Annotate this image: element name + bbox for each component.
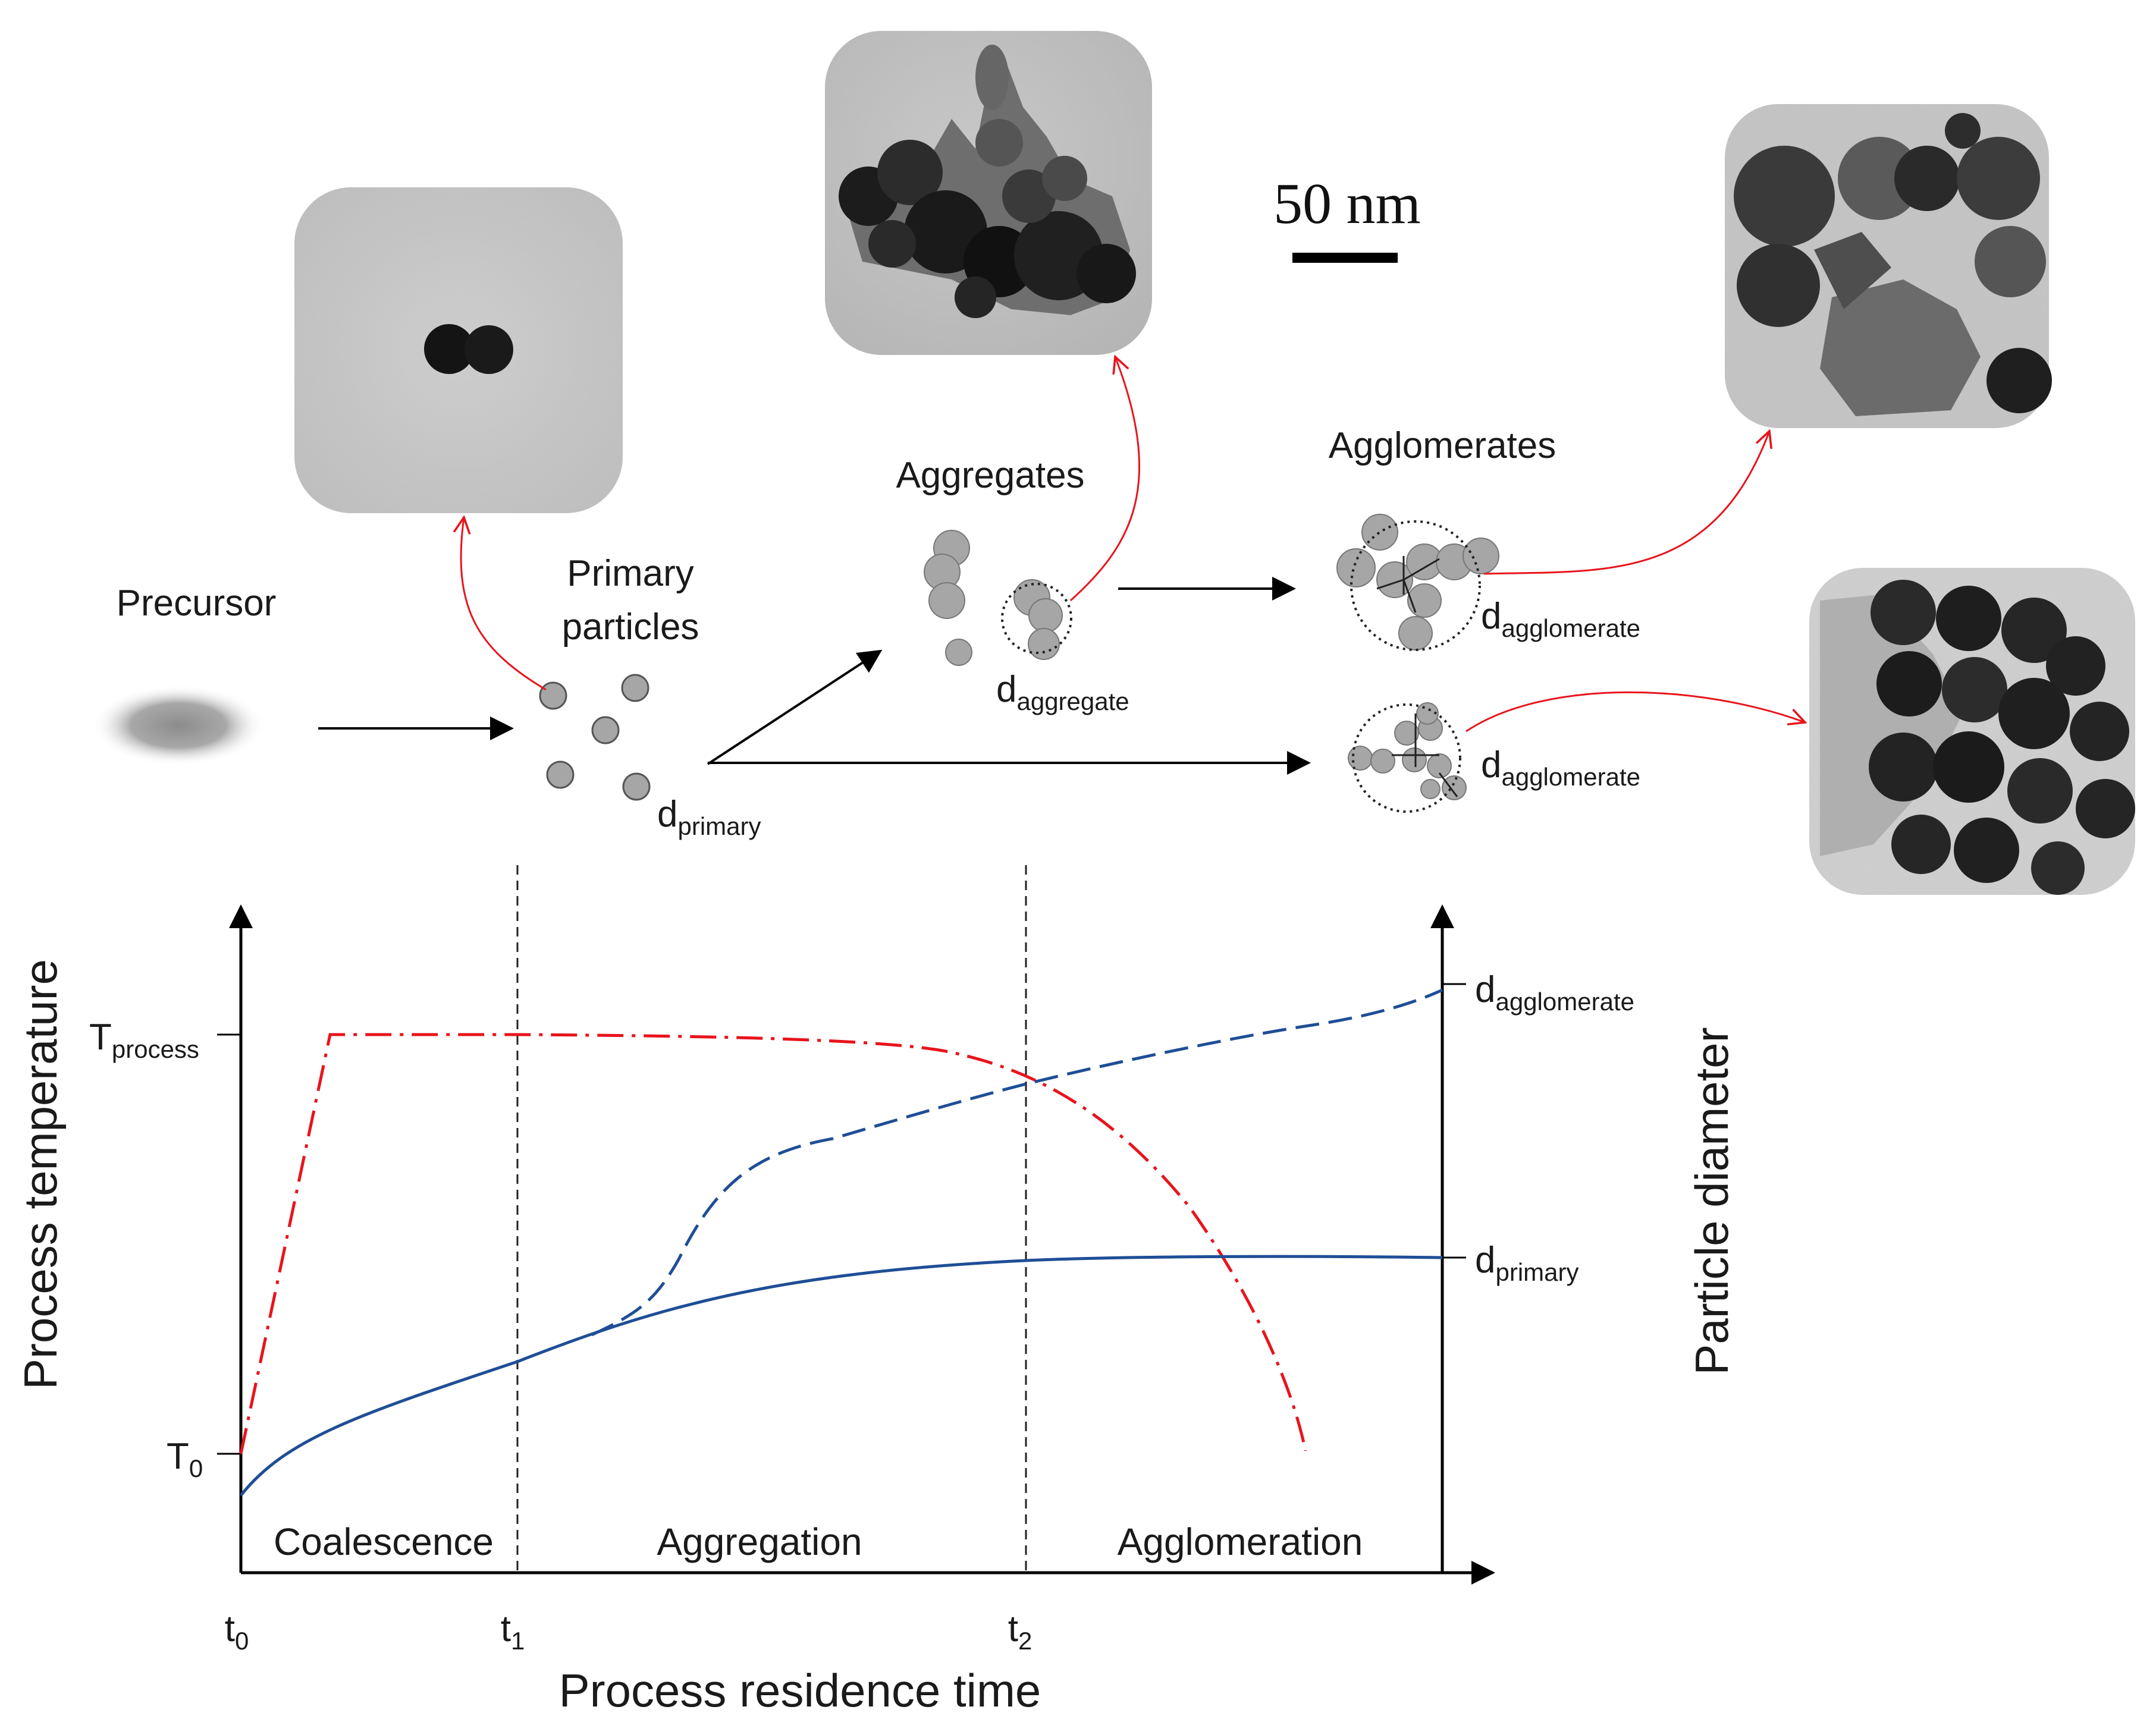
d-aggregate-label: daggregate [996,669,1129,715]
primary-particles [539,674,651,801]
aggregate-particles [924,530,1063,666]
agglomerate-diameter-curve [591,988,1443,1337]
d-primary-label: dprimary [657,794,761,840]
scale-bar-line [1292,253,1398,263]
x-axis-title: Process residence time [559,1664,1041,1716]
agglomerate-lower [1348,702,1467,813]
phase-aggregation: Aggregation [657,1520,862,1563]
x-tick-t0: t0 [225,1608,249,1655]
primary-label-line2: particles [562,606,699,648]
x-tick-t1: t1 [501,1608,525,1655]
tem-connector-arrows [461,357,1805,733]
d-agglomerate-lower-label: dagglomerate [1481,744,1640,791]
precursor-label: Precursor [117,583,277,624]
tem-image-aggregate [825,31,1152,355]
primary-diameter-curve [240,1255,1443,1497]
tem-image-agglomerate-lower [1809,568,2135,895]
y-right-axis-title: Particle diameter [1686,1027,1738,1375]
phase-coalescence: Coalescence [274,1520,494,1563]
temperature-curve [239,1033,1307,1454]
x-tick-t2: t2 [1008,1608,1033,1655]
tem-image-primary [294,187,623,513]
y-left-axis-title: Process temperature [14,959,67,1390]
y-left-tick-tprocess: Tprocess [89,1017,199,1063]
agglomerates-label: Agglomerates [1329,425,1556,466]
primary-label-line1: Primary [567,553,694,594]
aggregates-label: Aggregates [896,455,1084,496]
y-right-tick-dagglomerate: dagglomerate [1475,969,1634,1016]
process-arrows [318,577,1311,775]
agglomerate-upper [1336,514,1499,651]
process-graph: Coalescence Aggregation Agglomeration t0… [14,865,1738,1716]
scale-bar: 50 nm [1273,172,1421,263]
scale-bar-label: 50 nm [1273,172,1421,236]
d-agglomerate-upper-label: dagglomerate [1481,596,1640,642]
aggregate-outline [1001,583,1072,654]
y-right-tick-dprimary: dprimary [1475,1240,1579,1286]
y-left-tick-t0: T0 [167,1436,203,1482]
tem-image-agglomerate-upper [1725,104,2052,428]
precursor-blob [92,685,265,766]
phase-agglomeration: Agglomeration [1118,1520,1363,1563]
